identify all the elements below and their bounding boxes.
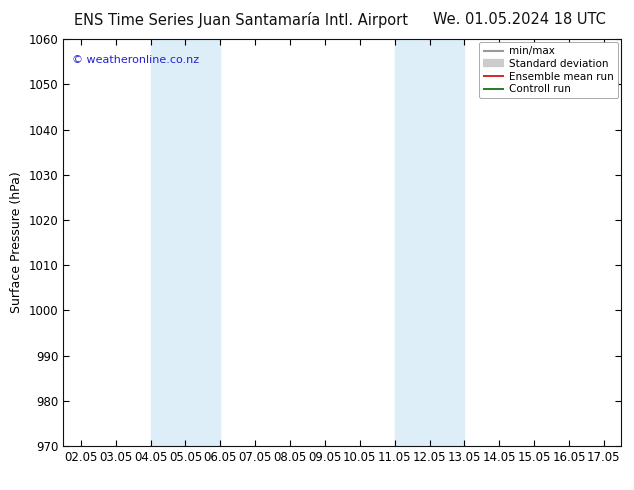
Bar bbox=[150, 39, 221, 446]
Text: ENS Time Series Juan Santamaría Intl. Airport: ENS Time Series Juan Santamaría Intl. Ai… bbox=[74, 12, 408, 28]
Text: © weatheronline.co.nz: © weatheronline.co.nz bbox=[72, 55, 199, 66]
Text: We. 01.05.2024 18 UTC: We. 01.05.2024 18 UTC bbox=[434, 12, 606, 27]
Bar bbox=[394, 39, 464, 446]
Y-axis label: Surface Pressure (hPa): Surface Pressure (hPa) bbox=[10, 172, 23, 314]
Legend: min/max, Standard deviation, Ensemble mean run, Controll run: min/max, Standard deviation, Ensemble me… bbox=[479, 42, 618, 98]
